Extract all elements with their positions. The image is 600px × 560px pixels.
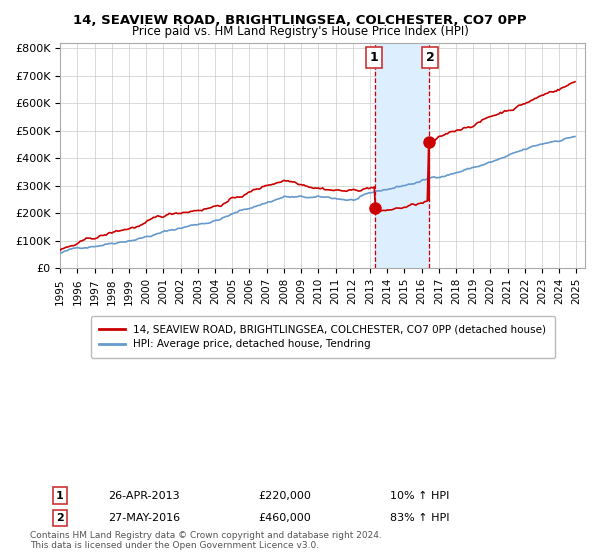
Text: 1: 1	[370, 52, 378, 64]
Text: 83% ↑ HPI: 83% ↑ HPI	[390, 513, 449, 523]
Text: 27-MAY-2016: 27-MAY-2016	[108, 513, 180, 523]
Text: 1: 1	[56, 491, 64, 501]
Text: 26-APR-2013: 26-APR-2013	[108, 491, 179, 501]
Text: Price paid vs. HM Land Registry's House Price Index (HPI): Price paid vs. HM Land Registry's House …	[131, 25, 469, 38]
Text: £460,000: £460,000	[258, 513, 311, 523]
Text: Contains HM Land Registry data © Crown copyright and database right 2024.
This d: Contains HM Land Registry data © Crown c…	[30, 530, 382, 550]
Text: 14, SEAVIEW ROAD, BRIGHTLINGSEA, COLCHESTER, CO7 0PP: 14, SEAVIEW ROAD, BRIGHTLINGSEA, COLCHES…	[73, 14, 527, 27]
Text: 10% ↑ HPI: 10% ↑ HPI	[390, 491, 449, 501]
Text: £220,000: £220,000	[258, 491, 311, 501]
Text: 2: 2	[56, 513, 64, 523]
Text: 2: 2	[426, 52, 434, 64]
Bar	[376, 43, 428, 268]
Legend: 14, SEAVIEW ROAD, BRIGHTLINGSEA, COLCHESTER, CO7 0PP (detached house), HPI: Aver: 14, SEAVIEW ROAD, BRIGHTLINGSEA, COLCHES…	[91, 316, 554, 358]
